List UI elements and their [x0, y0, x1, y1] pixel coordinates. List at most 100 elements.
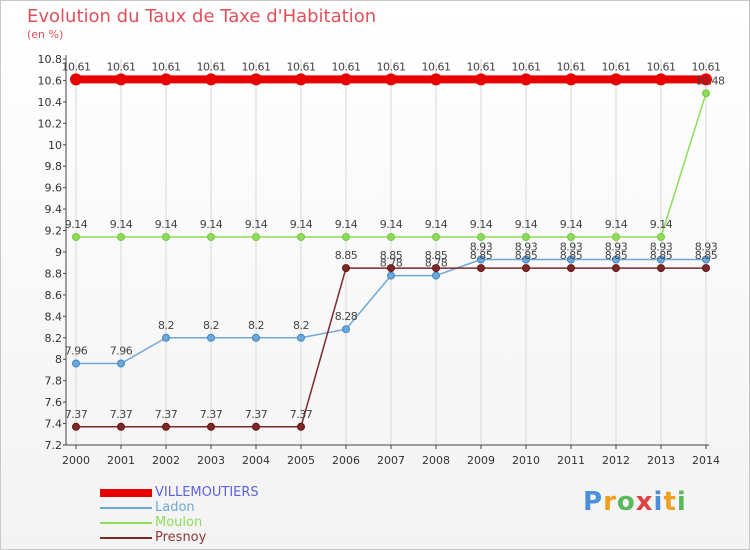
data-label-presnoy: 8.85 — [695, 249, 718, 262]
data-point-villemoutiers — [295, 73, 307, 86]
x-tick-label: 2007 — [377, 454, 405, 467]
data-label-ladon: 7.96 — [110, 345, 133, 358]
data-label-villemoutiers: 10.61 — [467, 60, 496, 73]
data-point-moulon — [522, 232, 530, 241]
data-point-ladon — [252, 333, 260, 342]
data-point-presnoy — [387, 264, 395, 273]
y-tick-label: 7.6 — [45, 396, 63, 409]
data-label-ladon: 8.78 — [380, 257, 403, 270]
data-point-ladon — [207, 333, 215, 342]
data-point-villemoutiers — [70, 73, 82, 86]
data-point-ladon — [657, 255, 665, 264]
data-point-presnoy — [252, 422, 260, 431]
data-point-presnoy — [612, 264, 620, 273]
y-tick-label: 9.2 — [45, 225, 63, 238]
data-point-villemoutiers — [610, 73, 622, 86]
data-point-moulon — [252, 232, 260, 241]
data-point-presnoy — [297, 422, 305, 431]
data-label-presnoy: 8.85 — [560, 249, 583, 262]
logo-letter: P — [583, 487, 604, 517]
data-label-villemoutiers: 10.61 — [647, 60, 676, 73]
data-label-ladon: 8.93 — [515, 241, 538, 254]
data-label-presnoy: 7.37 — [290, 408, 313, 421]
data-point-moulon — [117, 232, 125, 241]
data-point-ladon — [702, 255, 710, 264]
data-point-moulon — [387, 232, 395, 241]
y-tick-label: 10 — [48, 139, 62, 152]
y-tick-label: 10.6 — [38, 74, 63, 87]
data-label-moulon: 9.14 — [110, 218, 133, 231]
data-point-presnoy — [117, 422, 125, 431]
data-point-villemoutiers — [160, 73, 172, 86]
data-label-moulon: 9.14 — [650, 218, 673, 231]
data-point-ladon — [162, 333, 170, 342]
logo-letter: o — [616, 487, 636, 517]
data-point-villemoutiers — [385, 73, 397, 86]
y-tick-label: 9.4 — [45, 203, 63, 216]
x-tick-label: 2004 — [242, 454, 270, 467]
data-label-ladon: 8.93 — [605, 241, 628, 254]
data-label-moulon: 9.14 — [605, 218, 628, 231]
data-label-presnoy: 8.85 — [470, 249, 493, 262]
data-label-villemoutiers: 10.61 — [512, 60, 541, 73]
data-label-moulon: 9.14 — [65, 218, 88, 231]
data-label-moulon: 9.14 — [335, 218, 358, 231]
y-tick-label: 10.8 — [38, 53, 63, 66]
chart-axes — [65, 55, 709, 446]
data-point-moulon — [612, 232, 620, 241]
data-point-moulon — [702, 89, 710, 98]
data-label-moulon: 9.14 — [470, 218, 493, 231]
x-tick-label: 2000 — [62, 454, 90, 467]
data-point-villemoutiers — [340, 73, 352, 86]
data-label-villemoutiers: 10.61 — [377, 60, 406, 73]
legend-label: Ladon — [155, 500, 195, 515]
data-point-presnoy — [432, 264, 440, 273]
y-tick-label: 7.4 — [45, 418, 63, 431]
y-tick-label: 8.4 — [45, 310, 63, 323]
data-label-villemoutiers: 10.61 — [152, 60, 181, 73]
data-label-ladon: 8.93 — [560, 241, 583, 254]
y-tick-label: 10.2 — [38, 117, 63, 130]
data-point-presnoy — [522, 264, 530, 273]
legend-label: VILLEMOUTIERS — [155, 485, 259, 500]
y-tick-label: 9.6 — [45, 182, 63, 195]
data-label-moulon: 9.14 — [515, 218, 538, 231]
data-point-presnoy — [657, 264, 665, 273]
data-label-villemoutiers: 10.61 — [287, 60, 316, 73]
data-point-ladon — [522, 255, 530, 264]
data-point-moulon — [162, 232, 170, 241]
data-point-villemoutiers — [430, 73, 442, 86]
data-point-villemoutiers — [565, 73, 577, 86]
logo-letter: r — [603, 487, 617, 517]
data-point-moulon — [567, 232, 575, 241]
x-tick-label: 2001 — [107, 454, 135, 467]
data-label-ladon: 8.2 — [248, 319, 264, 332]
data-label-presnoy: 7.37 — [200, 408, 223, 421]
y-axis-ticks: 7.2 7.4 7.6 7.8 8 8.2 8.4 8.6 8.8 9 9.2 9.4 9.6 9.8 10… — [38, 53, 66, 452]
data-point-presnoy — [567, 264, 575, 273]
data-point-moulon — [207, 232, 215, 241]
data-point-ladon — [477, 255, 485, 264]
legend-swatch — [100, 489, 152, 497]
data-point-moulon — [477, 232, 485, 241]
y-tick-label: 9.8 — [45, 160, 63, 173]
data-point-presnoy — [162, 422, 170, 431]
legend-label: Moulon — [155, 515, 203, 530]
data-point-villemoutiers — [700, 73, 712, 86]
data-point-presnoy — [702, 264, 710, 273]
y-tick-label: 9 — [55, 246, 62, 259]
data-point-ladon — [342, 325, 350, 334]
data-label-moulon: 9.14 — [380, 218, 403, 231]
data-point-moulon — [297, 232, 305, 241]
data-point-moulon — [72, 232, 80, 241]
x-tick-label: 2006 — [332, 454, 360, 467]
y-tick-label: 7.2 — [45, 439, 63, 452]
data-label-moulon: 9.14 — [560, 218, 583, 231]
data-point-presnoy — [342, 264, 350, 273]
data-point-presnoy — [72, 422, 80, 431]
data-label-villemoutiers: 10.61 — [422, 60, 451, 73]
data-point-villemoutiers — [115, 73, 127, 86]
data-point-villemoutiers — [250, 73, 262, 86]
data-point-ladon — [297, 333, 305, 342]
x-tick-label: 2009 — [467, 454, 495, 467]
